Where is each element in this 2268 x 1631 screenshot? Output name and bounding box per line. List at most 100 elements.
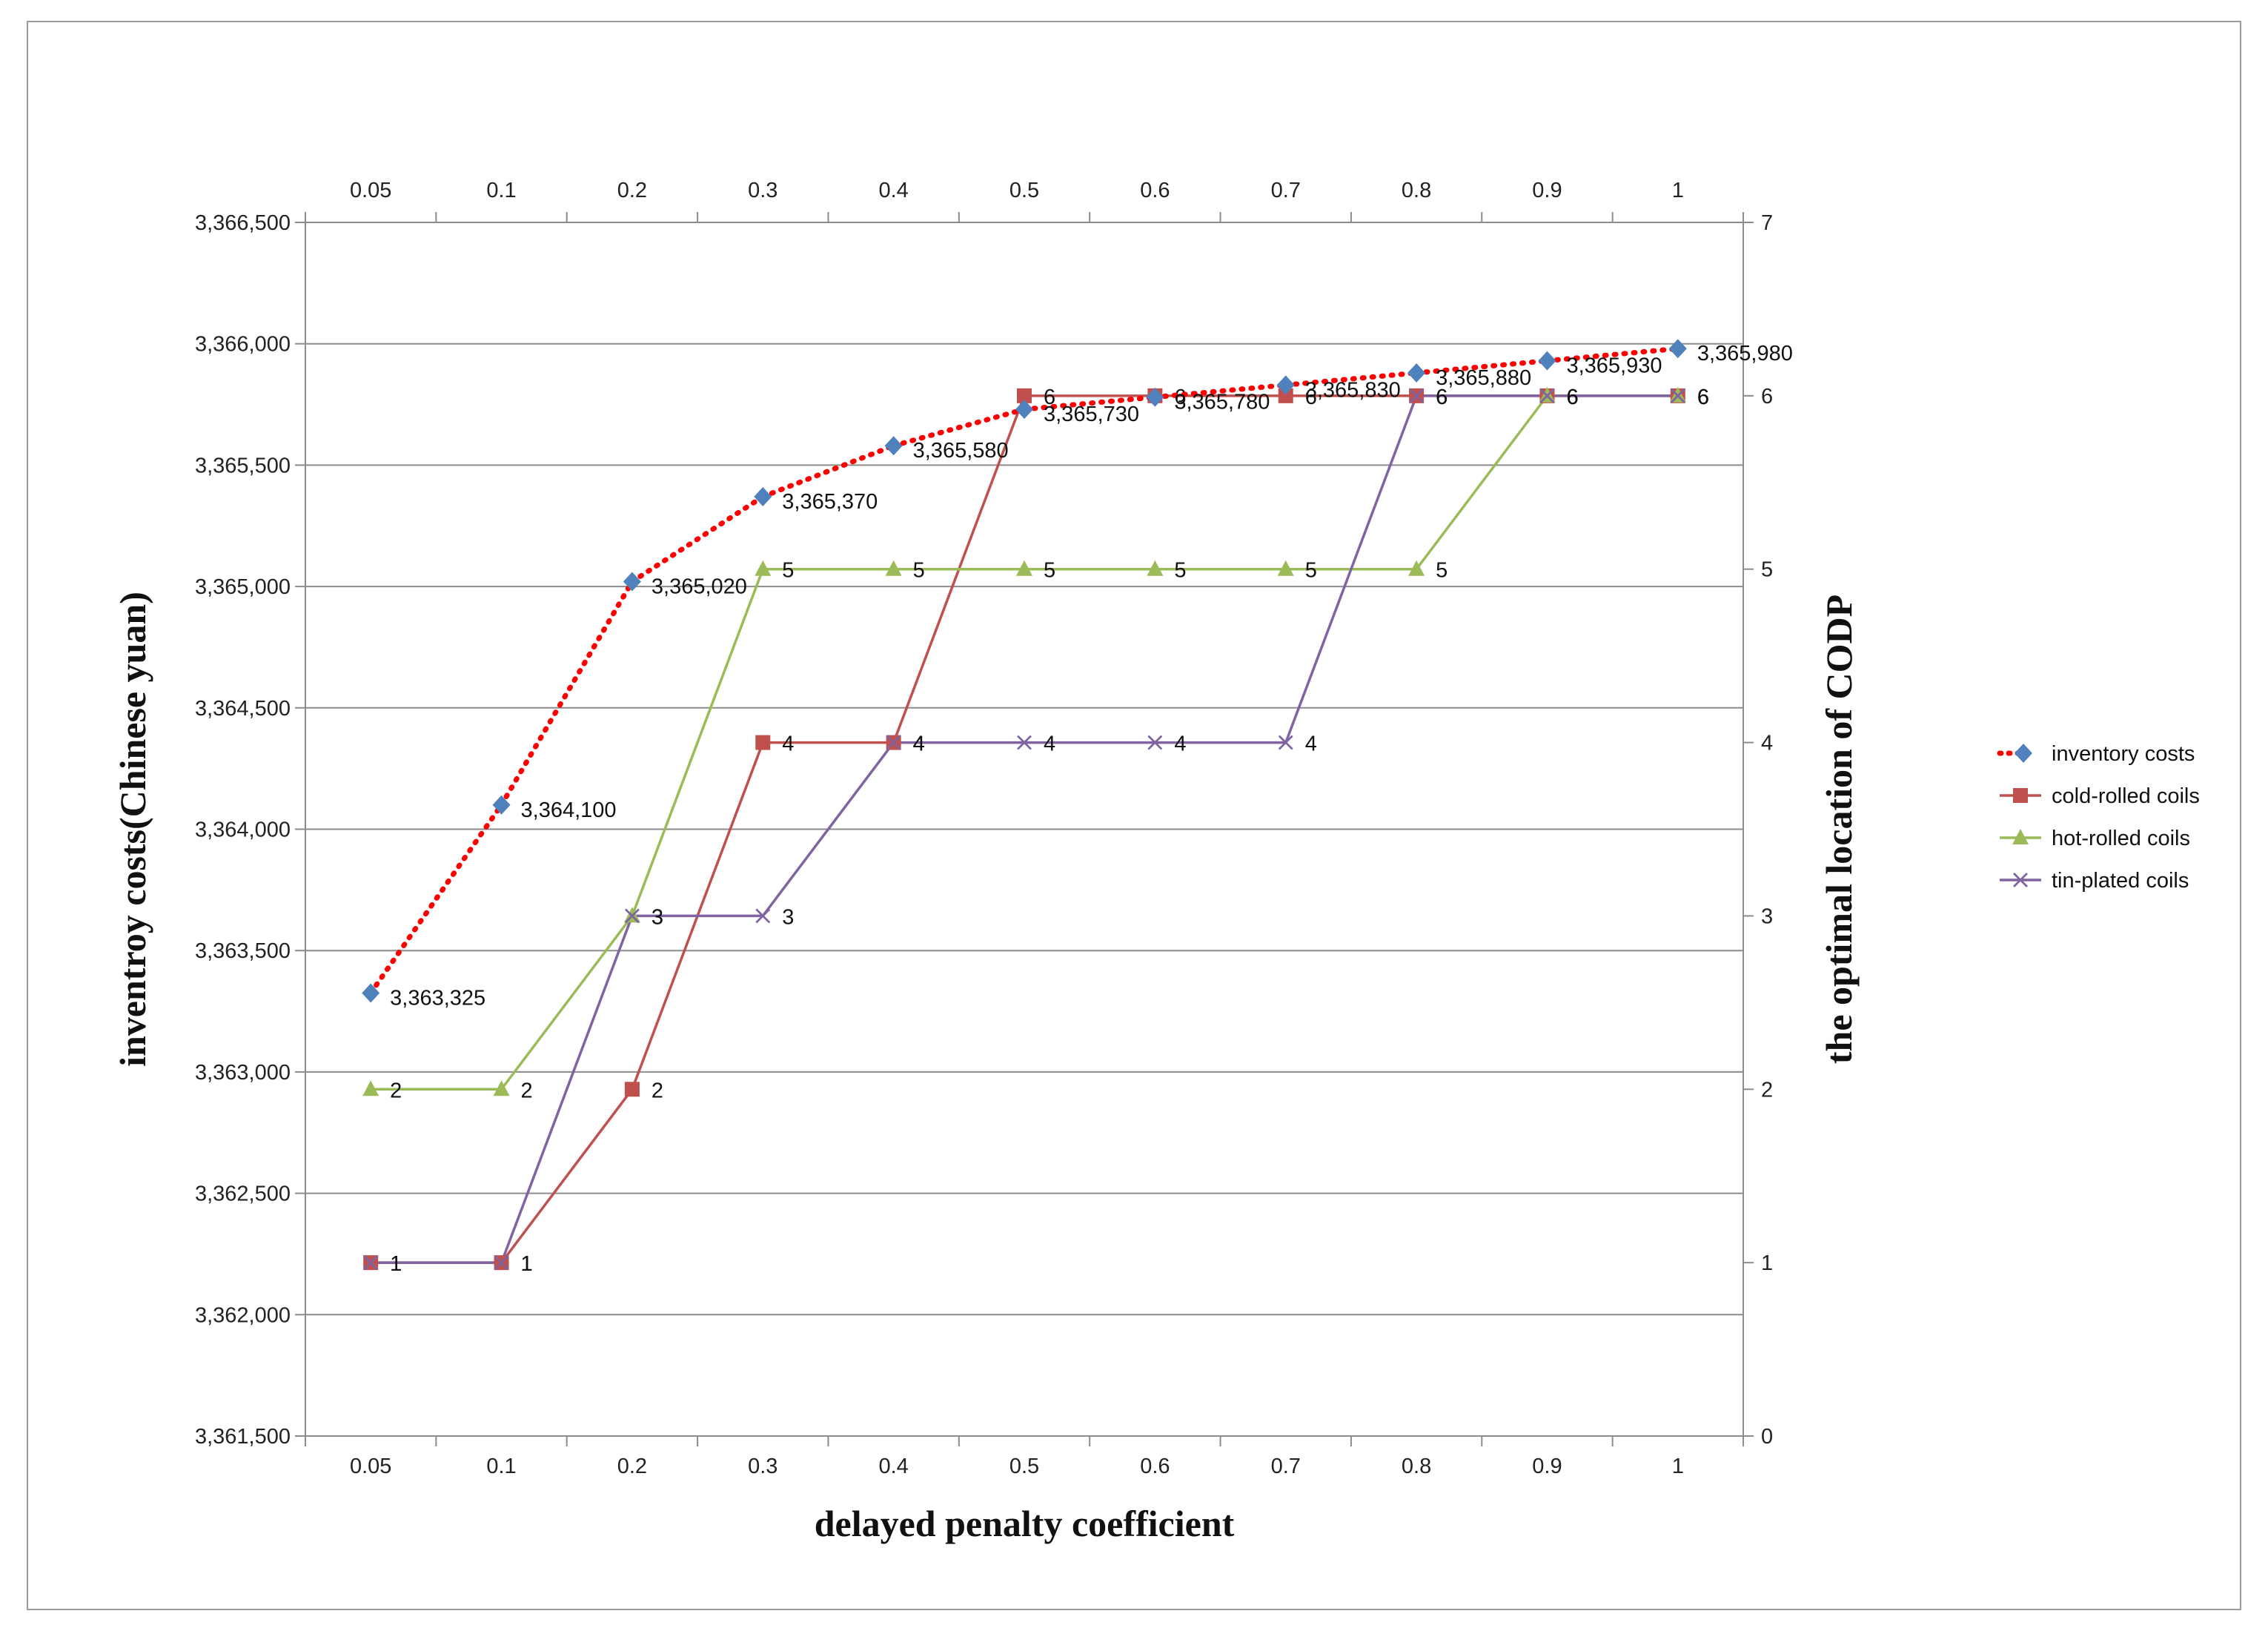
data-label: 6: [1697, 386, 1709, 409]
data-point: [624, 1082, 640, 1097]
x-tick-label-top: 0.8: [1402, 179, 1431, 202]
data-label: 6: [1566, 386, 1578, 409]
x-tick-label-top: 0.5: [1009, 179, 1039, 202]
series-segment: [499, 582, 635, 808]
data-point: [1276, 375, 1295, 395]
series-inventory-costs: 3,363,325 3,364,100 3,365,020 3,365,370 3,36…: [362, 339, 1793, 1010]
data-point: [755, 560, 772, 576]
x-tick-label-bottom: 0.2: [617, 1455, 647, 1478]
left-tick-label: 3,364,500: [195, 697, 291, 721]
data-point: [362, 1080, 379, 1096]
right-tick-label: 6: [1761, 385, 1773, 408]
y-axis-title-left: inventroy costs(Chinese yuan): [112, 592, 153, 1067]
x-tick-label-top: 0.05: [350, 179, 391, 202]
legend-swatch-marker: [2013, 873, 2028, 887]
left-tick-label: 3,365,000: [195, 575, 291, 599]
x-tick-label-bottom: 0.8: [1402, 1455, 1431, 1478]
x-tick-label-bottom: 0.7: [1271, 1455, 1301, 1478]
left-tick-label: 3,363,500: [195, 939, 291, 963]
data-label: 1: [521, 1252, 533, 1276]
legend-label: inventory costs: [2052, 742, 2195, 766]
data-point: [1015, 400, 1033, 420]
left-tick-label: 3,363,000: [195, 1061, 291, 1085]
data-point: [493, 1080, 510, 1096]
data-point: [1407, 363, 1426, 383]
right-tick-label: 5: [1761, 558, 1773, 582]
data-point: [754, 486, 772, 506]
data-point: [1017, 735, 1032, 750]
data-label: 3,364,100: [521, 798, 617, 822]
x-tick-label-bottom: 0.9: [1532, 1455, 1562, 1478]
x-tick-label-top: 0.7: [1271, 179, 1301, 202]
data-point: [1538, 351, 1556, 371]
data-point: [494, 1255, 509, 1271]
data-label: 3: [651, 905, 663, 929]
x-tick-label-bottom: 0.3: [748, 1455, 777, 1478]
x-tick-label-bottom: 0.4: [878, 1455, 908, 1478]
data-label: 3,365,930: [1566, 354, 1662, 378]
right-tick-label: 7: [1761, 211, 1773, 235]
data-label: 3: [651, 905, 663, 929]
data-label: 1: [390, 1252, 402, 1276]
series-points-cold-rolled-coils: 1 1 2 4 4 6 6 6 6 6 6: [363, 386, 1709, 1276]
data-point: [1278, 388, 1293, 403]
right-tick-label: 4: [1761, 732, 1773, 755]
data-point: [755, 908, 771, 924]
series-segment: [1152, 385, 1285, 400]
data-point: [623, 572, 641, 592]
data-point: [1016, 560, 1032, 576]
x-axis-title: delayed penalty coefficient: [815, 1503, 1235, 1544]
x-tick-label-top: 0.3: [748, 179, 777, 202]
data-label: 3,365,980: [1697, 342, 1793, 365]
data-label: 3,365,370: [782, 490, 878, 514]
legend-item: tin-plated coils: [2000, 869, 2189, 893]
data-label: 1: [390, 1252, 402, 1276]
data-label: 3,365,880: [1436, 366, 1531, 390]
legend-item: inventory costs: [1997, 742, 2195, 766]
x-tick-label-top: 0.9: [1532, 179, 1562, 202]
data-point: [362, 983, 380, 1003]
series-segment: [1021, 397, 1155, 412]
data-point: [1146, 387, 1164, 407]
data-label: 3: [782, 905, 794, 929]
right-tick-label: 1: [1761, 1251, 1773, 1275]
left-tick-label: 3,366,500: [195, 211, 291, 235]
data-label: 6: [1697, 386, 1709, 409]
data-point: [1539, 388, 1555, 403]
data-point: [1147, 560, 1164, 576]
data-label: 4: [1044, 732, 1055, 756]
series-points-hot-rolled-coils: 2 2 3 5 5 5 5 5 5 6 6: [362, 386, 1709, 1102]
tick-labels: 3,361,500 3,362,000 3,362,500 3,363,000 3,36…: [195, 179, 1773, 1478]
data-label: 4: [782, 732, 794, 756]
x-tick-label-bottom: 1: [1672, 1455, 1684, 1478]
legend-item: cold-rolled coils: [2000, 784, 2200, 808]
data-label: 4: [1305, 732, 1317, 756]
left-tick-label: 3,366,000: [195, 333, 291, 357]
series-segment: [1283, 373, 1416, 388]
data-label: 4: [1174, 732, 1186, 756]
data-label: 5: [1044, 559, 1055, 583]
x-tick-label-bottom: 0.1: [486, 1455, 516, 1478]
right-tick-label: 3: [1761, 904, 1773, 928]
data-label: 5: [1305, 559, 1317, 583]
series-segment: [1413, 361, 1547, 376]
data-point: [1408, 560, 1425, 576]
x-tick-label-bottom: 0.05: [350, 1455, 391, 1478]
left-tick-label: 3,364,000: [195, 818, 291, 842]
data-label: 1: [521, 1252, 533, 1276]
legend-label: tin-plated coils: [2052, 869, 2189, 893]
data-label: 3,365,020: [651, 575, 747, 599]
data-point: [1277, 560, 1294, 576]
data-point: [885, 560, 902, 576]
legend-label: hot-rolled coils: [2052, 827, 2190, 850]
x-tick-label-top: 0.6: [1140, 179, 1170, 202]
data-label: 6: [1566, 386, 1578, 409]
series-segment: [1544, 348, 1677, 364]
y-axis-title-right: the optimal location of CODP: [1818, 595, 1860, 1064]
data-point: [755, 735, 771, 750]
data-label: 3,365,780: [1174, 391, 1270, 414]
x-tick-label-top: 1: [1672, 179, 1684, 202]
data-label: 6: [1044, 386, 1055, 409]
right-tick-label: 2: [1761, 1078, 1773, 1102]
